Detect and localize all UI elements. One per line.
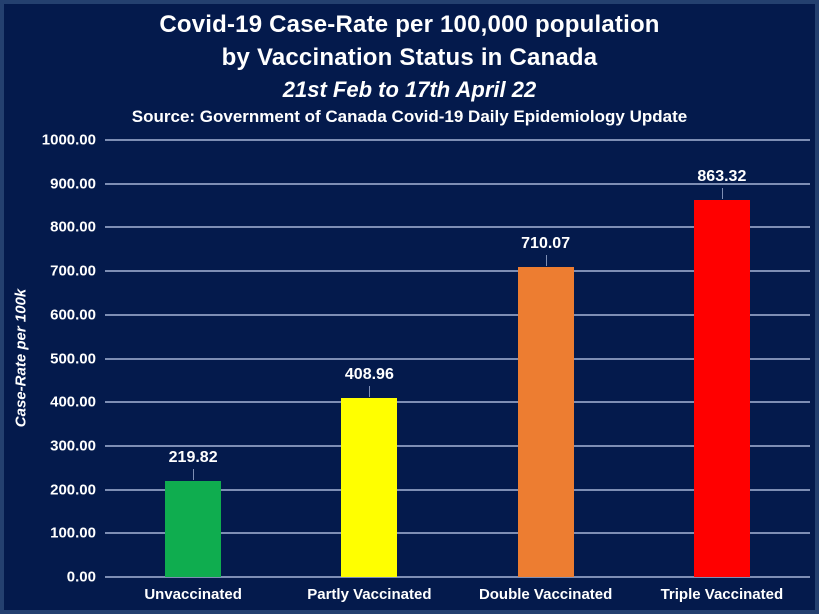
x-category-label: Triple Vaccinated bbox=[660, 586, 784, 603]
gridline bbox=[105, 488, 810, 491]
bar-triple-vaccinated bbox=[693, 199, 750, 577]
chart-title-line2: by Vaccination Status in Canada bbox=[221, 44, 598, 71]
chart-header: Covid-19 Case-Rate per 100,000 populatio… bbox=[4, 8, 815, 128]
x-category-label: Unvaccinated bbox=[144, 586, 242, 603]
chart-title-line1: Covid-19 Case-Rate per 100,000 populatio… bbox=[159, 11, 660, 38]
y-axis-title: Case-Rate per 100k bbox=[12, 288, 30, 428]
value-leader-line bbox=[193, 468, 195, 480]
plot-area: 0.00 100.00 200.00 300.00 400.00 500.00 600.00… bbox=[42, 132, 810, 603]
y-tick-label: 100.00 bbox=[50, 524, 96, 542]
y-tick-label: 400.00 bbox=[50, 393, 96, 411]
y-tick-label: 0.00 bbox=[66, 568, 96, 586]
bar-double-vaccinated bbox=[517, 266, 574, 577]
bar-unvaccinated bbox=[165, 480, 222, 577]
y-tick-label: 1000.00 bbox=[41, 131, 96, 149]
chart-subtitle: 21st Feb to 17th April 22 bbox=[282, 77, 537, 102]
bar-value-label: 408.96 bbox=[344, 366, 394, 384]
x-category-label: Double Vaccinated bbox=[478, 586, 613, 603]
bar-value-label: 219.82 bbox=[168, 448, 218, 466]
gridline bbox=[105, 444, 810, 447]
gridline bbox=[105, 401, 810, 404]
gridline bbox=[105, 313, 810, 316]
y-tick-label: 900.00 bbox=[50, 175, 96, 193]
gridline bbox=[105, 270, 810, 273]
y-tick-label: 200.00 bbox=[50, 481, 96, 499]
y-tick-label: 600.00 bbox=[50, 306, 96, 324]
gridline bbox=[105, 532, 810, 535]
value-leader-line bbox=[545, 254, 547, 266]
y-tick-label: 700.00 bbox=[50, 262, 96, 280]
gridline bbox=[105, 182, 810, 185]
bar-value-label: 710.07 bbox=[521, 234, 571, 252]
gridline bbox=[105, 357, 810, 360]
gridline bbox=[105, 139, 810, 141]
gridline bbox=[105, 576, 810, 578]
bar-partly-vaccinated bbox=[341, 398, 398, 577]
bar-value-label: 863.32 bbox=[697, 167, 747, 185]
value-leader-line bbox=[721, 187, 723, 199]
x-category-label: Partly Vaccinated bbox=[307, 586, 432, 603]
y-tick-label: 800.00 bbox=[50, 218, 96, 236]
gridline bbox=[105, 226, 810, 229]
value-leader-line bbox=[369, 386, 371, 398]
chart-source: Source: Government of Canada Covid-19 Da… bbox=[131, 107, 688, 126]
y-tick-label: 500.00 bbox=[50, 350, 96, 367]
y-tick-label: 300.00 bbox=[50, 437, 96, 455]
